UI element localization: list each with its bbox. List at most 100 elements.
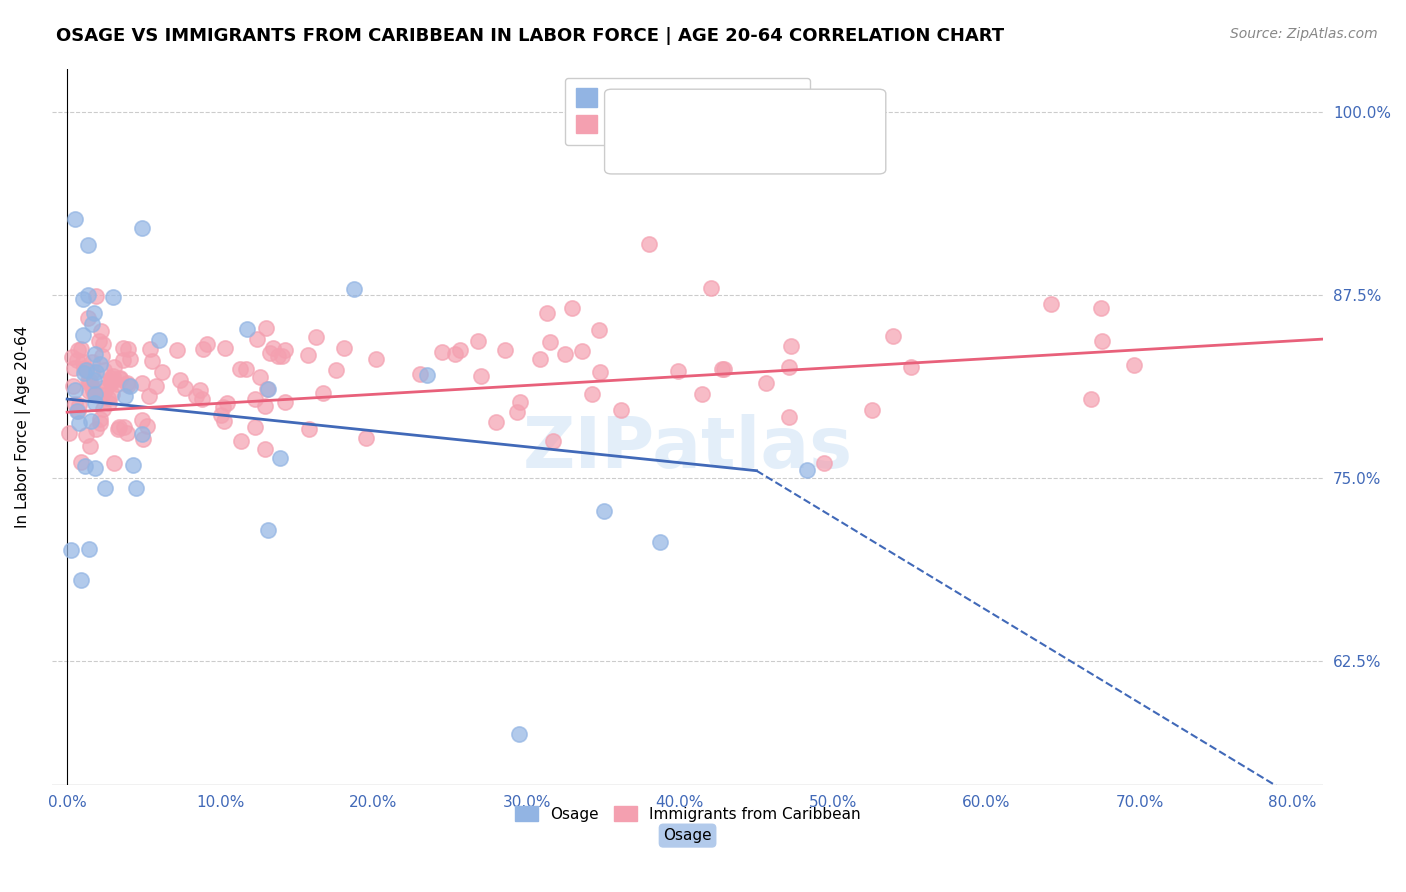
Point: [98, 375, 121, 389]
Point: [67, 398, 90, 412]
Point: [97, 395, 120, 409]
Point: [561, 301, 583, 316]
Point: [67, 416, 90, 430]
Point: [325, 362, 347, 376]
Point: [796, 463, 818, 477]
Point: [780, 339, 803, 353]
Point: [212, 414, 235, 428]
Point: [117, 378, 139, 392]
Point: [112, 420, 135, 434]
Point: [72, 328, 94, 343]
Point: [191, 342, 214, 356]
Point: [589, 365, 612, 379]
Point: [84, 346, 107, 360]
Point: [131, 376, 153, 391]
Point: [778, 359, 800, 374]
Point: [100, 371, 122, 385]
Point: [541, 434, 564, 449]
Point: [235, 362, 257, 376]
Point: [91, 337, 114, 351]
Point: [82, 384, 104, 398]
Point: [332, 341, 354, 355]
Point: [229, 434, 252, 448]
Point: [84, 396, 107, 410]
Point: [174, 381, 197, 395]
Point: [571, 344, 593, 359]
Point: [83, 306, 105, 320]
Point: [246, 332, 269, 346]
Point: [110, 372, 132, 386]
Point: [125, 482, 148, 496]
Point: [83, 373, 105, 387]
Point: [253, 442, 276, 456]
Point: [212, 400, 235, 414]
Point: [103, 456, 125, 470]
Point: [900, 360, 922, 375]
Point: [80, 414, 103, 428]
Point: [229, 361, 252, 376]
Point: [254, 321, 277, 335]
Point: [1123, 359, 1146, 373]
Point: [470, 369, 492, 384]
Point: [609, 403, 631, 417]
Point: [650, 534, 672, 549]
Point: [89, 416, 111, 430]
Point: [84, 461, 107, 475]
Point: [103, 289, 125, 303]
Point: [484, 415, 506, 429]
Point: [91, 402, 114, 417]
Point: [243, 420, 266, 434]
Point: [860, 403, 883, 417]
Point: [90, 388, 112, 402]
Point: [169, 373, 191, 387]
Point: [710, 361, 733, 376]
Point: [267, 349, 290, 363]
Point: [184, 389, 207, 403]
Point: [188, 383, 211, 397]
Point: [256, 382, 278, 396]
Point: [257, 523, 280, 537]
Point: [131, 221, 153, 235]
Point: [713, 361, 735, 376]
Point: [58, 426, 80, 441]
Point: [77, 384, 100, 399]
Point: [117, 376, 139, 391]
Point: [356, 431, 378, 445]
Point: [132, 432, 155, 446]
Point: [77, 376, 100, 391]
Point: [581, 387, 603, 401]
Point: [668, 364, 690, 378]
Point: [66, 404, 89, 418]
Point: [882, 329, 904, 343]
Point: [449, 343, 471, 357]
Text: OSAGE VS IMMIGRANTS FROM CARIBBEAN IN LABOR FORCE | AGE 20-64 CORRELATION CHART: OSAGE VS IMMIGRANTS FROM CARIBBEAN IN LA…: [56, 27, 1004, 45]
Point: [114, 389, 136, 403]
Point: [105, 376, 128, 391]
Point: [70, 574, 93, 588]
Point: [117, 425, 139, 440]
Point: [82, 380, 104, 394]
Point: [108, 371, 131, 385]
Point: [73, 458, 96, 473]
Point: [141, 353, 163, 368]
Point: [430, 345, 453, 359]
Point: [415, 368, 437, 382]
Point: [145, 379, 167, 393]
Point: [89, 411, 111, 425]
Point: [529, 351, 551, 366]
Point: [131, 426, 153, 441]
Y-axis label: In Labor Force | Age 20-64: In Labor Force | Age 20-64: [15, 326, 31, 528]
Point: [536, 306, 558, 320]
Point: [243, 392, 266, 407]
Point: [73, 366, 96, 380]
Point: [270, 349, 292, 363]
Point: [117, 343, 139, 357]
Point: [75, 363, 97, 377]
Point: [107, 422, 129, 436]
Point: [84, 365, 107, 379]
Point: [89, 358, 111, 372]
Point: [84, 289, 107, 303]
Point: [70, 455, 93, 469]
Point: [111, 341, 134, 355]
Point: [59, 542, 82, 557]
